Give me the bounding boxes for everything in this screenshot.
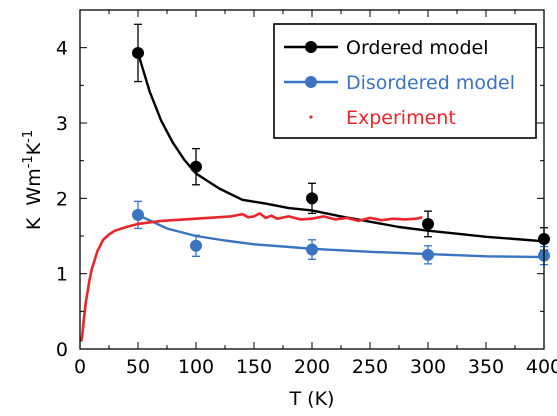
data-point — [306, 243, 318, 256]
axis-titles: T (K)K Wm-1K-1 — [21, 130, 334, 410]
x-tick-label: 400 — [526, 356, 557, 378]
x-tick-label: 250 — [352, 356, 388, 378]
y-axis-title-unit: K — [23, 142, 45, 155]
x-tick-label: 150 — [236, 356, 272, 378]
data-point — [190, 239, 202, 252]
data-point — [422, 217, 434, 230]
legend-label: Ordered model — [346, 37, 489, 59]
y-tick-label: 4 — [56, 38, 68, 60]
data-point — [306, 192, 318, 205]
legend-swatch-dot — [309, 115, 313, 119]
data-point — [190, 160, 202, 173]
experiment-line — [79, 212, 423, 342]
y-tick-label: 2 — [56, 188, 68, 210]
y-tick-label: 3 — [56, 113, 68, 135]
x-tick-label: 350 — [468, 356, 504, 378]
data-point — [132, 46, 144, 59]
legend-swatch-marker — [305, 76, 317, 88]
x-tick-label: 0 — [74, 356, 86, 378]
y-tick-label: 1 — [56, 264, 68, 286]
fit-line-1 — [137, 213, 545, 259]
y-axis-title-sup: -1 — [21, 155, 36, 168]
y-tick-label: 0 — [56, 339, 68, 361]
x-tick-label: 50 — [126, 356, 150, 378]
legend-swatch-marker — [305, 41, 317, 53]
data-point — [132, 208, 144, 221]
legend: Ordered model Disordered model Experiment — [273, 23, 537, 139]
y-axis-title-sup: -1 — [21, 130, 36, 143]
y-axis-title-main: K Wm — [23, 168, 45, 230]
x-axis-title: T (K) — [289, 388, 335, 410]
legend-label: Disordered model — [346, 72, 515, 94]
x-tick-label: 300 — [410, 356, 446, 378]
x-tick-label: 100 — [178, 356, 214, 378]
axes-layer: 0 50 100 150 200 250 300 350 400 0 1 2 3 4 — [56, 9, 557, 378]
y-axis-title: K Wm-1K-1 — [21, 130, 45, 230]
fit-line-0 — [136, 52, 545, 243]
legend-label: Experiment — [346, 107, 456, 129]
x-tick-label: 200 — [294, 356, 330, 378]
data-point — [422, 248, 434, 261]
